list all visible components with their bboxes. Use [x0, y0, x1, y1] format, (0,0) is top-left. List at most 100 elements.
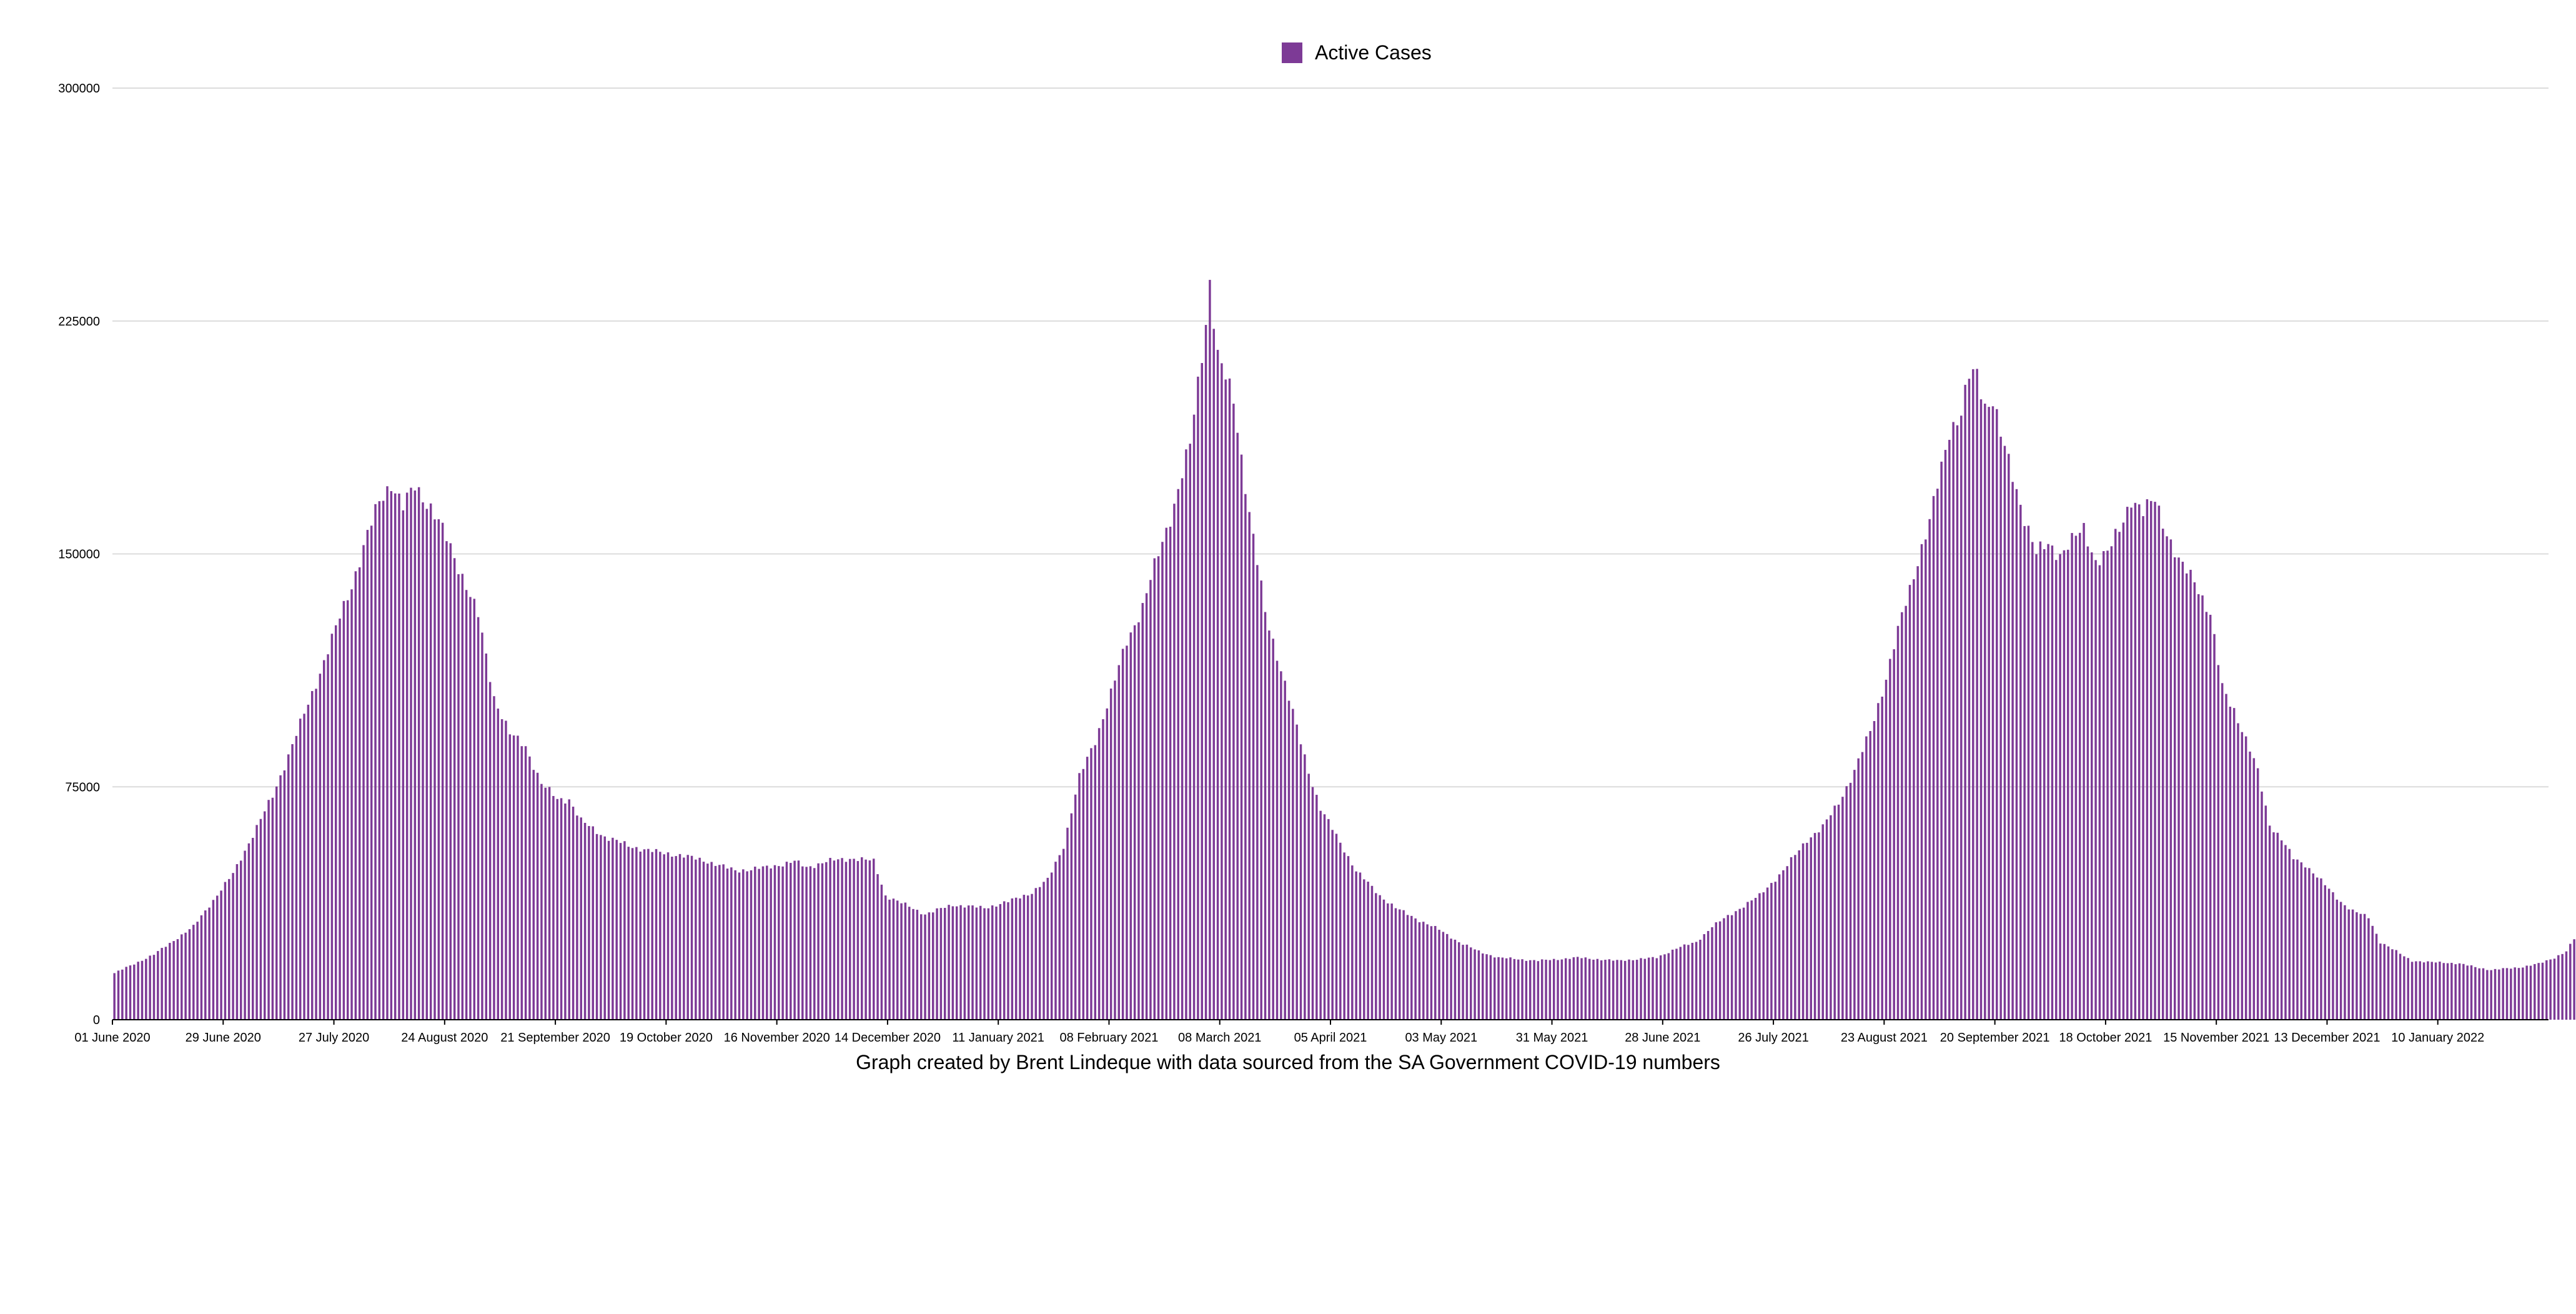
bar — [1406, 915, 1409, 1020]
bar — [2356, 912, 2358, 1020]
bar — [1568, 958, 1571, 1020]
bar — [1260, 580, 1262, 1020]
bar — [1913, 579, 1915, 1020]
bar — [1315, 795, 1318, 1020]
bar — [410, 487, 412, 1020]
bar — [1584, 957, 1587, 1020]
bar — [1600, 960, 1603, 1020]
bar — [1999, 436, 2002, 1020]
x-tick-label: 10 January 2022 — [2391, 1031, 2484, 1045]
bar — [919, 914, 923, 1020]
bar — [1972, 369, 1974, 1020]
bar — [793, 860, 796, 1020]
bar — [1181, 478, 1184, 1020]
bar — [453, 558, 456, 1020]
bar — [1509, 957, 1512, 1020]
bar — [908, 907, 911, 1020]
bar — [2059, 554, 2061, 1020]
bar — [1715, 922, 1718, 1020]
bar — [773, 865, 776, 1020]
bar — [1335, 834, 1338, 1020]
bar — [327, 654, 329, 1020]
x-tick-label: 14 December 2020 — [835, 1031, 941, 1045]
bar — [873, 859, 875, 1020]
bar — [572, 807, 575, 1020]
x-tick-label: 11 January 2021 — [952, 1031, 1044, 1045]
bar — [702, 862, 705, 1020]
bar — [1869, 731, 1871, 1020]
bar — [595, 834, 598, 1020]
bar — [152, 955, 156, 1020]
bar — [196, 922, 199, 1020]
bar — [1956, 425, 1959, 1020]
bar — [912, 908, 914, 1020]
x-tick-label: 21 September 2020 — [500, 1031, 610, 1045]
bar — [1264, 612, 1267, 1020]
bar — [1375, 893, 1377, 1020]
bar — [1608, 959, 1611, 1020]
bar — [805, 867, 808, 1020]
bar — [2403, 956, 2405, 1020]
bar — [2478, 968, 2480, 1020]
bar — [1094, 745, 1097, 1020]
bar — [790, 863, 792, 1020]
bar — [145, 958, 147, 1020]
bar — [1873, 721, 1876, 1020]
bar — [477, 617, 480, 1020]
x-tick-label: 23 August 2021 — [1841, 1031, 1928, 1045]
bar — [2244, 736, 2247, 1020]
bar — [1596, 958, 1599, 1020]
bar — [1058, 855, 1061, 1020]
bar — [394, 493, 397, 1020]
bar — [2288, 849, 2291, 1020]
bar — [2134, 502, 2137, 1020]
bar — [995, 906, 998, 1020]
bar — [631, 848, 634, 1020]
bar — [339, 619, 341, 1020]
bar — [583, 822, 587, 1020]
bar — [1070, 813, 1073, 1020]
bar — [1652, 957, 1654, 1020]
bar — [615, 840, 618, 1020]
bar — [2327, 888, 2331, 1020]
bar — [1236, 432, 1239, 1020]
bar — [1612, 960, 1615, 1020]
bar — [666, 852, 670, 1020]
bar — [208, 907, 211, 1020]
bar — [892, 898, 895, 1020]
bar — [2114, 529, 2117, 1020]
bar — [864, 859, 867, 1020]
bar — [643, 849, 646, 1020]
bar — [1635, 960, 1638, 1020]
bar — [1513, 958, 1516, 1020]
bar — [291, 744, 294, 1020]
bar — [2522, 967, 2524, 1020]
bar — [1830, 815, 1832, 1020]
bar — [2205, 612, 2208, 1020]
bar — [1097, 728, 1101, 1020]
bar — [2482, 968, 2485, 1020]
bar — [1726, 915, 1730, 1020]
bar — [1723, 918, 1725, 1020]
bar — [1564, 958, 1567, 1020]
bar — [224, 882, 227, 1020]
bar — [671, 857, 673, 1020]
x-tick-label: 15 November 2021 — [2163, 1031, 2269, 1045]
bar — [1604, 960, 1607, 1020]
bar — [627, 847, 630, 1020]
bar — [734, 870, 736, 1020]
bar — [1252, 534, 1255, 1020]
bar — [1117, 665, 1121, 1020]
bar — [2086, 546, 2089, 1020]
bar — [2173, 557, 2176, 1020]
bar — [212, 900, 215, 1020]
bar — [244, 850, 246, 1020]
bar — [382, 500, 385, 1020]
bar — [647, 849, 650, 1020]
bar — [374, 504, 377, 1020]
bar — [607, 840, 610, 1020]
bar — [1525, 960, 1528, 1020]
bar — [1311, 787, 1314, 1020]
bar — [1430, 926, 1433, 1020]
